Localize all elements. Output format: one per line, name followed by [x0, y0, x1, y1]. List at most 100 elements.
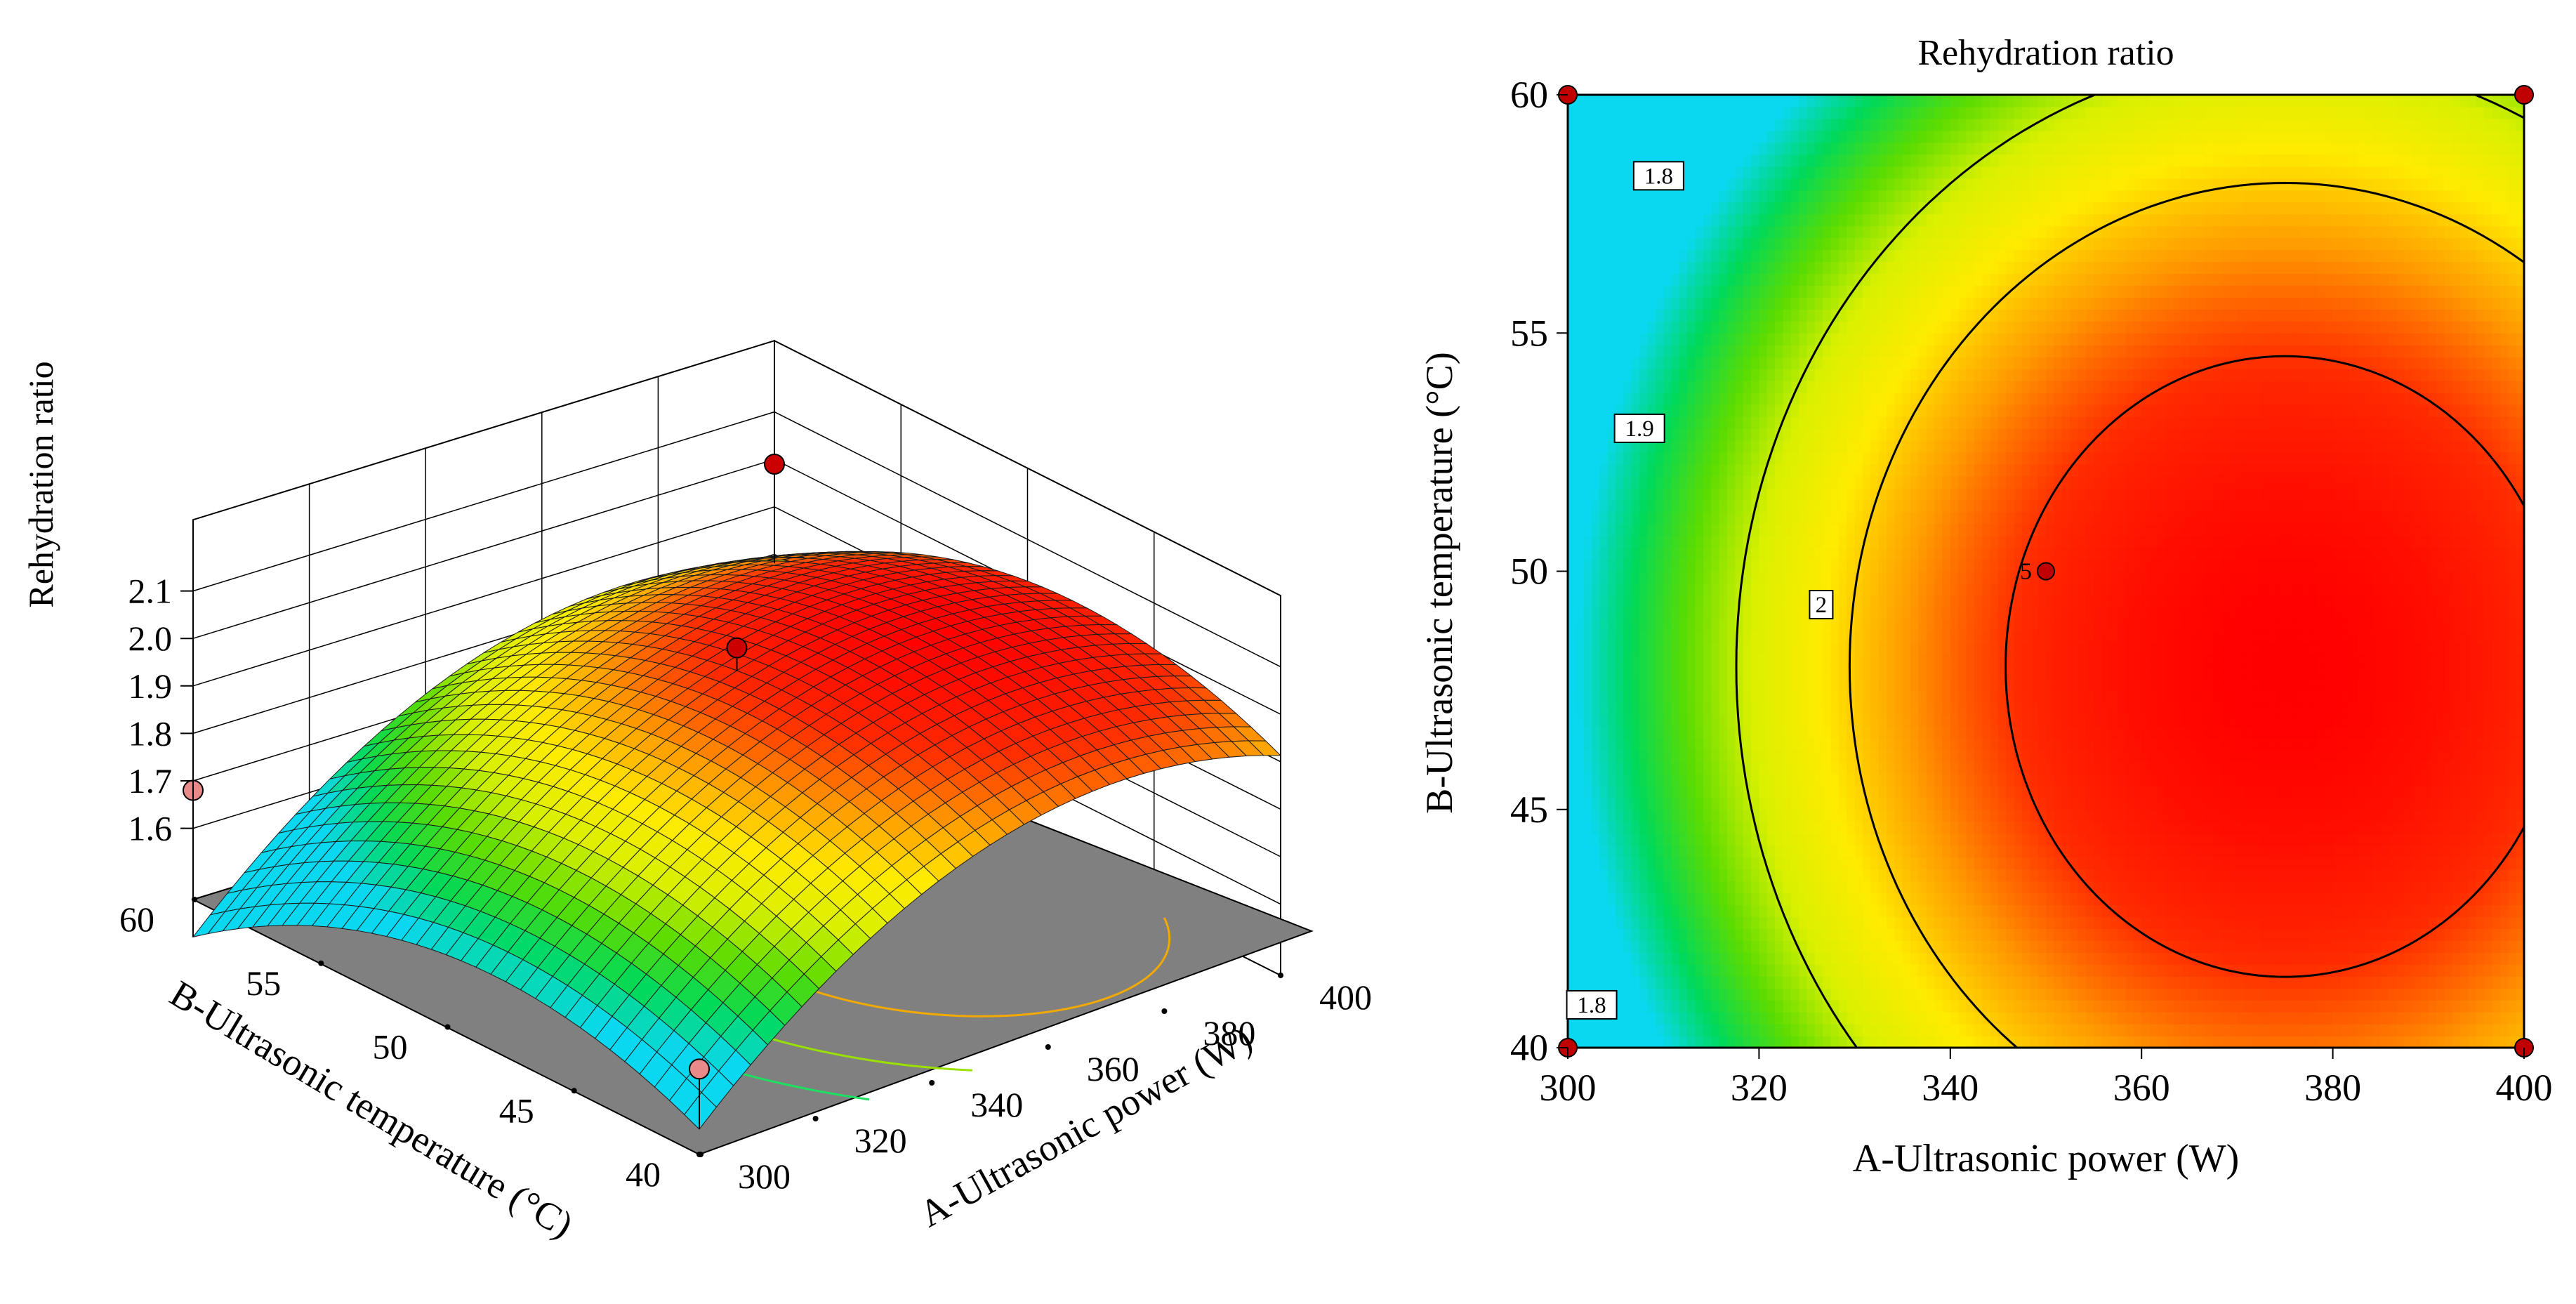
colormap-cell [1887, 297, 1895, 310]
colormap-cell [1830, 166, 1839, 179]
colormap-cell [1870, 178, 1880, 191]
colormap-cell [1647, 106, 1656, 119]
colormap-cell [1576, 619, 1585, 631]
colormap-cell [1799, 440, 1808, 453]
colormap-cell [1576, 714, 1585, 727]
colormap-cell [1799, 964, 1808, 977]
colormap-cell [1902, 225, 1911, 239]
colormap-cell [1647, 297, 1656, 310]
colormap-cell [1616, 726, 1625, 739]
colormap-cell [1568, 916, 1576, 929]
colormap-cell [1759, 1000, 1768, 1013]
colormap-cell [1918, 761, 1927, 775]
colormap-cell [1623, 345, 1632, 357]
colormap-cell [1870, 952, 1880, 965]
colormap-cell [1703, 1036, 1712, 1048]
colormap-cell [1663, 797, 1672, 810]
colormap-cell [1783, 952, 1792, 965]
colormap-cell [1847, 369, 1856, 381]
colormap-cell [1838, 761, 1847, 775]
colormap-cell [1759, 749, 1768, 763]
colormap-cell [1583, 452, 1592, 465]
colormap-cell [1799, 869, 1808, 882]
colormap-cell [1854, 583, 1863, 596]
colormap-cell [1616, 463, 1625, 477]
colormap-cell [1719, 773, 1728, 786]
colormap-cell [1639, 273, 1649, 286]
colormap-cell [1862, 785, 1871, 798]
colormap-cell [1663, 309, 1672, 322]
colormap-cell [1631, 130, 1640, 143]
colormap-cell [1926, 619, 1935, 631]
colormap-cell [1583, 130, 1592, 143]
colormap-cell [1934, 869, 1943, 882]
colormap-cell [1783, 761, 1792, 775]
colormap-cell [1592, 904, 1600, 918]
colormap-cell [1830, 571, 1839, 584]
colormap-cell [1830, 821, 1839, 834]
colormap-cell [1663, 964, 1672, 977]
colormap-cell [1743, 845, 1752, 858]
colormap-cell [1910, 166, 1919, 179]
colormap-cell [1814, 381, 1823, 393]
colormap-cell [1679, 809, 1688, 822]
colormap-cell [1902, 202, 1911, 215]
colormap-cell [1751, 404, 1759, 417]
colormap-cell [1568, 213, 1576, 227]
colormap-cell [1775, 845, 1784, 858]
colormap-cell [1759, 785, 1768, 798]
colormap-cell [1838, 475, 1847, 489]
colormap-cell [1711, 845, 1720, 858]
colormap-cell [1814, 511, 1823, 525]
colormap-cell [1727, 845, 1736, 858]
colormap-cell [1870, 261, 1880, 275]
colormap-cell [1783, 964, 1792, 977]
colormap-cell [1783, 654, 1792, 667]
colormap-cell [1934, 309, 1943, 322]
colormap-cell [1703, 130, 1712, 143]
colormap-cell [1711, 130, 1720, 143]
colormap-cell [1799, 225, 1808, 239]
colormap-cell [1934, 714, 1943, 727]
colormap-cell [1719, 702, 1728, 715]
colormap-cell [1735, 213, 1744, 227]
colormap-cell [1926, 749, 1935, 763]
colormap-cell [1719, 297, 1728, 310]
colormap-cell [1719, 737, 1728, 751]
colormap-cell [1616, 333, 1625, 345]
colormap-cell [1711, 381, 1720, 393]
colormap-cell [1902, 487, 1911, 501]
colormap-cell [1854, 702, 1863, 715]
colormap-cell [1887, 833, 1895, 846]
colormap-cell [1687, 726, 1696, 739]
colormap-cell [1568, 309, 1576, 322]
colormap-cell [1870, 166, 1880, 179]
colormap-cell [1918, 893, 1927, 906]
colormap-cell [1647, 440, 1656, 453]
colormap-cell [1934, 631, 1943, 643]
colormap-cell [1854, 619, 1863, 631]
colormap-cell [1751, 988, 1759, 1001]
colormap-cell [1887, 535, 1895, 548]
colormap-cell [1711, 785, 1720, 798]
colormap-cell [1751, 95, 1759, 107]
colormap-cell [1918, 142, 1927, 155]
colormap-cell [1766, 309, 1776, 322]
colormap-cell [1655, 225, 1664, 239]
colormap-cell [1711, 940, 1720, 953]
colormap-cell [1887, 1024, 1895, 1036]
colormap-cell [1623, 463, 1632, 477]
colormap-cell [1727, 666, 1736, 679]
colormap-cell [1847, 737, 1856, 751]
colormap-cell [1599, 643, 1609, 655]
colormap-cell [1823, 297, 1832, 310]
colormap-cell [1854, 273, 1863, 286]
colormap-cell [1759, 321, 1768, 334]
colormap-cell [1870, 213, 1880, 227]
colormap-cell [1918, 1000, 1927, 1013]
colormap-cell [1583, 821, 1592, 834]
colormap-cell [1847, 118, 1856, 131]
colormap-cell [1583, 857, 1592, 870]
colormap-cell [1639, 583, 1649, 596]
colormap-cell [1607, 737, 1616, 751]
